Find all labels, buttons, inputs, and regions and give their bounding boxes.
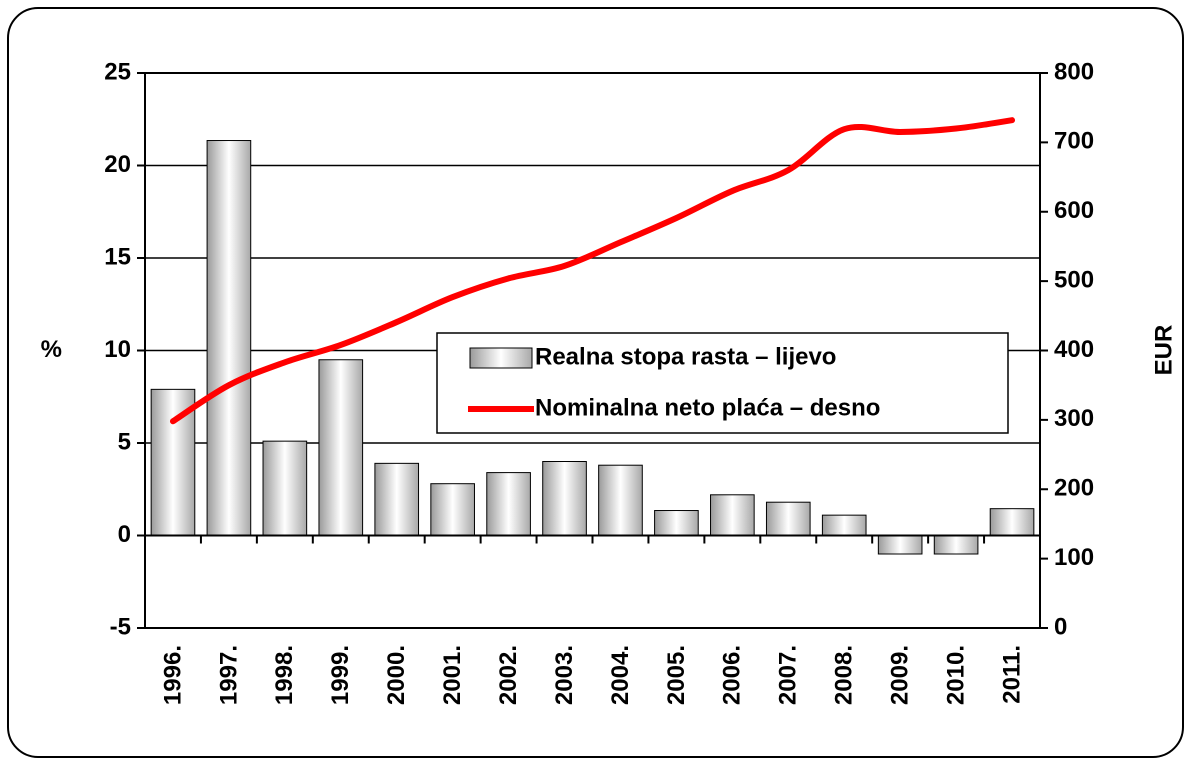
x-tick-label: 2001. <box>439 645 466 705</box>
x-tick-label: 2011. <box>998 645 1025 704</box>
y2-tick-label: 600 <box>1054 197 1094 224</box>
bar <box>821 514 867 537</box>
y2-tick-label: 700 <box>1054 128 1094 155</box>
bar <box>206 140 252 536</box>
bar <box>933 535 979 555</box>
bar <box>765 501 811 537</box>
x-tick-label: 1998. <box>271 645 298 705</box>
x-tick-label: 1996. <box>159 645 186 705</box>
y2-tick-label: 0 <box>1054 613 1067 640</box>
y-tick-label: -5 <box>110 613 131 640</box>
y2-tick-label: 400 <box>1054 336 1094 363</box>
y-tick-label: 20 <box>104 151 131 178</box>
y-tick-label: 10 <box>104 336 131 363</box>
y-tick-label: 0 <box>118 521 131 548</box>
x-tick-label: 2007. <box>775 645 802 705</box>
bar <box>598 464 643 537</box>
legend-label: Nominalna neto plaća – desno <box>535 394 880 421</box>
y2-tick-label: 800 <box>1054 58 1094 85</box>
bar <box>654 510 699 536</box>
y2-tick-label: 500 <box>1054 266 1094 293</box>
y-tick-label: 15 <box>104 243 131 270</box>
plot-border <box>144 72 1041 629</box>
y2-axis-label: EUR <box>1150 325 1177 376</box>
y2-tick-label: 300 <box>1054 405 1094 432</box>
y2-tick-label: 100 <box>1054 544 1094 571</box>
legend-swatch <box>469 347 533 369</box>
x-tick-label: 2003. <box>551 645 578 705</box>
bar <box>318 359 364 536</box>
x-tick-label: 1997. <box>215 645 242 705</box>
x-tick-label: 1999. <box>327 645 354 705</box>
line <box>169 117 1016 425</box>
y2-tick-label: 200 <box>1054 475 1094 502</box>
bar <box>486 472 531 537</box>
bar <box>989 508 1035 536</box>
y-tick-label: 5 <box>118 428 131 455</box>
x-tick-label: 2010. <box>942 645 969 705</box>
bar <box>262 440 308 536</box>
x-tick-label: 2005. <box>663 645 690 705</box>
bar <box>430 483 475 537</box>
y-tick-label: 25 <box>104 58 131 85</box>
x-tick-label: 2000. <box>383 645 410 705</box>
x-tick-label: 2009. <box>887 645 914 705</box>
x-tick-label: 2004. <box>607 645 634 705</box>
x-tick-label: 2008. <box>831 645 858 705</box>
bar <box>374 462 420 537</box>
bar <box>877 535 923 555</box>
x-tick-label: 2006. <box>719 645 746 705</box>
y-axis-label: % <box>41 336 62 363</box>
legend-label: Realna stopa rasta – lijevo <box>535 343 836 370</box>
bar <box>542 461 587 536</box>
bar <box>710 494 755 536</box>
x-tick-label: 2002. <box>495 645 522 705</box>
